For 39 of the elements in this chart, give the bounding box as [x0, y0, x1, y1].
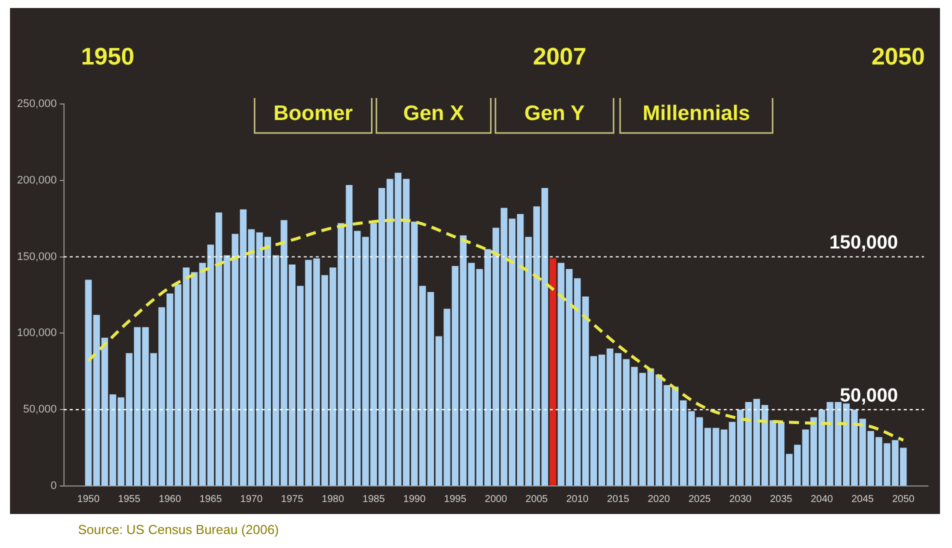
x-tick-label: 2020: [648, 494, 670, 505]
x-tick-label: 1990: [403, 494, 426, 505]
x-tick-label: 1955: [118, 494, 141, 505]
x-tick-label: 2015: [606, 494, 630, 505]
y-tick-label: 100,000: [16, 327, 57, 340]
x-tick-label: 2045: [851, 494, 874, 505]
y-tick-label: 150,000: [16, 250, 57, 263]
ref-line-label: 150,000: [829, 232, 898, 254]
bar: [550, 258, 556, 486]
x-tick-label: 2035: [770, 494, 793, 505]
x-tick-label: 2040: [810, 494, 834, 505]
x-tick-label: 1965: [200, 494, 222, 505]
text: 2007: [532, 44, 586, 71]
x-tick-label: 2050: [892, 494, 915, 505]
x-tick-label: 1980: [322, 494, 344, 505]
text: 1950: [80, 44, 134, 71]
x-tick-label: 1970: [240, 494, 263, 505]
y-tick-label: 0: [50, 480, 57, 492]
x-tick-label: 2000: [484, 494, 508, 505]
annotation: Millennials: [642, 102, 750, 125]
annotation: Boomer: [274, 102, 353, 125]
x-tick-label: 2030: [729, 494, 752, 505]
source-note: Source: US Census Bureau (2006): [78, 522, 280, 537]
y-tick-label: 200,000: [16, 174, 57, 186]
annotation: Gen Y: [524, 102, 585, 125]
line-series: [86, 218, 905, 442]
x-tick-label: 1975: [281, 494, 304, 505]
y-tick-label: 50,000: [23, 404, 57, 416]
x-tick-label: 2025: [688, 494, 712, 505]
x-tick-label: 2005: [526, 494, 548, 505]
y-tick-label: 250,000: [16, 98, 57, 110]
x-tick-label: 2010: [566, 494, 589, 505]
ref-line-label: 50,000: [840, 385, 898, 406]
x-tick-label: 1950: [77, 494, 100, 505]
x-tick-label: 1995: [444, 494, 467, 505]
annotation: Gen X: [403, 102, 464, 125]
x-tick-label: 1985: [362, 494, 386, 505]
x-tick-label: 1960: [158, 494, 182, 505]
text: 2050: [871, 44, 925, 71]
